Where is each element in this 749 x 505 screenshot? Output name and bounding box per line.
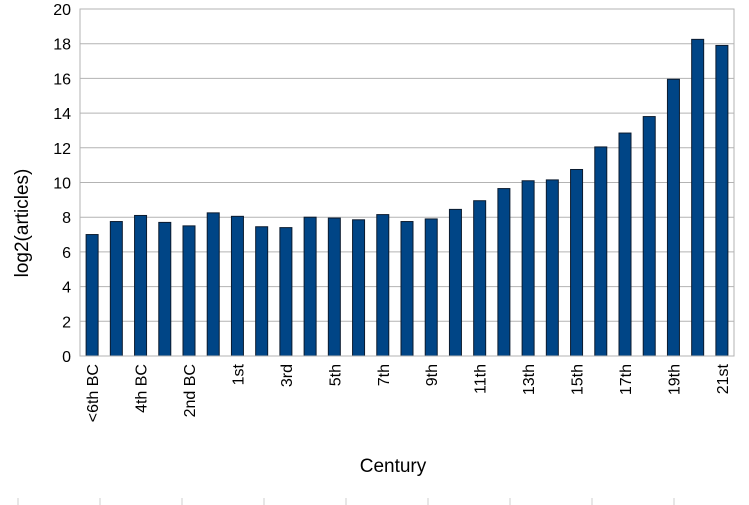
bar-12th xyxy=(497,188,511,357)
bar-15th xyxy=(570,168,584,357)
bar-2nd-bc xyxy=(182,225,196,357)
y-tick-label: 2 xyxy=(62,314,71,331)
y-tick-label: 4 xyxy=(62,280,71,297)
x-tick-label: 11th xyxy=(473,364,490,394)
y-tick-label: 20 xyxy=(53,2,71,19)
y-tick-label: 12 xyxy=(53,141,71,158)
bar-20th xyxy=(691,38,705,357)
x-tick-label: 17th xyxy=(618,364,635,395)
bar-3rd-bc xyxy=(158,221,172,357)
bars xyxy=(85,38,729,357)
bar-5th xyxy=(327,217,341,357)
x-tick-label: 19th xyxy=(666,364,683,395)
bar-4th xyxy=(303,216,317,357)
bar-16th xyxy=(594,146,608,357)
bar-4th-bc xyxy=(134,214,148,357)
bar--6th-bc xyxy=(85,234,99,357)
y-axis-ticks: 0 2 4 6 8 10 12 14 16 18 20 xyxy=(53,2,71,366)
x-tick-label: 4th BC xyxy=(134,364,151,413)
bar-14th xyxy=(545,179,559,357)
bar-10th xyxy=(448,208,462,357)
x-tick-label: 2nd BC xyxy=(182,364,199,417)
bar-8th xyxy=(400,221,414,357)
x-tick-label: 7th xyxy=(376,364,393,386)
y-tick-label: 0 xyxy=(62,349,71,366)
bar-21st xyxy=(715,44,729,357)
bar-1st xyxy=(230,215,244,357)
y-tick-label: 8 xyxy=(62,210,71,227)
x-tick-label: 13th xyxy=(521,364,538,395)
y-tick-label: 6 xyxy=(62,245,71,262)
y-tick-label: 10 xyxy=(53,176,71,193)
y-tick-label: 14 xyxy=(53,106,71,123)
bar-7th xyxy=(376,214,390,357)
bar-2nd xyxy=(255,226,269,357)
bar-5th-bc xyxy=(109,221,123,357)
bar-17th xyxy=(618,132,632,357)
bar-13th xyxy=(521,180,535,357)
bar-19th xyxy=(666,78,680,357)
plot-frame xyxy=(79,8,735,357)
bar-9th xyxy=(424,218,438,357)
x-tick-label: 21st xyxy=(715,363,732,394)
bar-1st-bc xyxy=(206,212,220,357)
x-tick-label: 9th xyxy=(424,364,441,386)
x-tick-label: 1st xyxy=(230,363,247,385)
x-tick-label: 3rd xyxy=(279,364,296,387)
x-tick-label: 5th xyxy=(327,364,344,386)
x-axis-title: Century xyxy=(360,456,427,477)
bottom-tick-marks xyxy=(17,498,675,505)
bar-3rd xyxy=(279,227,293,357)
y-tick-label: 18 xyxy=(53,37,71,54)
x-axis-ticks: <6th BC 4th BC 2nd BC 1st 3rd 5th 7th 9th 11th 13… xyxy=(85,363,732,422)
x-tick-label: 15th xyxy=(570,364,587,395)
x-tick-label: <6th BC xyxy=(85,364,102,422)
bar-11th xyxy=(473,200,487,357)
bar-18th xyxy=(642,116,656,357)
y-tick-label: 16 xyxy=(53,71,71,88)
y-axis-title: log2(articles) xyxy=(12,169,33,278)
bar-6th xyxy=(352,219,366,357)
